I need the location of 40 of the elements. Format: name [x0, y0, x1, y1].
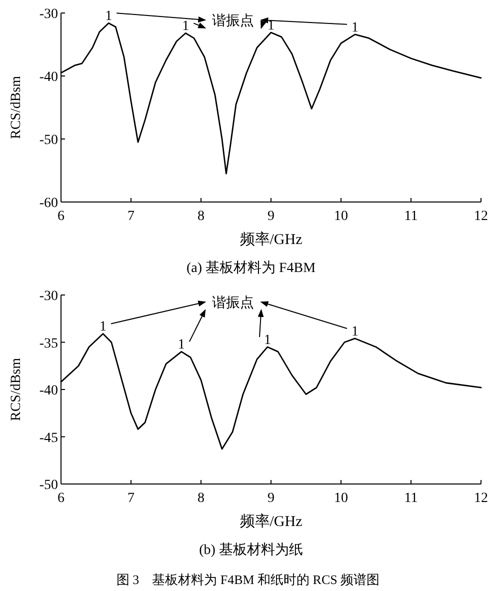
- x-tick-label: 11: [404, 491, 418, 506]
- x-tick-label: 8: [198, 491, 204, 506]
- y-tick-label: -30: [39, 289, 58, 304]
- annotation: 1: [100, 320, 106, 335]
- annotation: 谐振点: [212, 295, 254, 311]
- x-tick-label: 10: [334, 491, 348, 506]
- text: (a) 基板材料为 F4BM: [186, 260, 316, 276]
- annotation: 1: [178, 338, 185, 353]
- y-tick-label: -50: [39, 478, 58, 493]
- x-tick-label: 12: [474, 491, 488, 506]
- x-axis-title: 频率/GHz: [240, 231, 303, 248]
- y-axis-title: RCS/dBsm: [9, 76, 24, 140]
- y-tick-label: -40: [39, 384, 58, 398]
- annotation: 谐振点: [212, 13, 254, 29]
- y-tick-label: -30: [39, 7, 58, 22]
- x-tick-label: 6: [58, 491, 64, 506]
- x-tick-label: 9: [268, 209, 274, 224]
- text: (b) 基板材料为纸: [199, 542, 303, 558]
- y-tick-label: -50: [39, 133, 58, 148]
- x-tick-label: 11: [404, 209, 418, 224]
- annotation: 1: [105, 9, 112, 24]
- x-tick-label: 10: [334, 209, 348, 224]
- x-tick-label: 6: [58, 209, 64, 224]
- y-axis-title: RCS/dBsm: [9, 358, 24, 422]
- annotation: 1: [264, 332, 271, 348]
- y-tick-label: -60: [39, 196, 58, 211]
- x-tick-label: 9: [268, 491, 274, 506]
- annotation: 1: [352, 324, 358, 340]
- x-axis-title: 频率/GHz: [240, 513, 303, 530]
- y-tick-label: -45: [39, 430, 58, 446]
- y-tick-label: -35: [39, 336, 58, 352]
- x-tick-label: 8: [198, 209, 204, 224]
- x-tick-label: 7: [128, 491, 134, 506]
- caption: 图 3 基板材料为 F4BM 和纸时的 RCS 频谱图: [116, 572, 380, 587]
- annotation: 1: [182, 19, 190, 34]
- annotation: 1: [268, 18, 274, 34]
- annotation: 1: [352, 20, 358, 36]
- y-tick-label: -40: [39, 70, 58, 85]
- x-tick-label: 12: [474, 209, 488, 224]
- x-tick-label: 7: [128, 209, 134, 224]
